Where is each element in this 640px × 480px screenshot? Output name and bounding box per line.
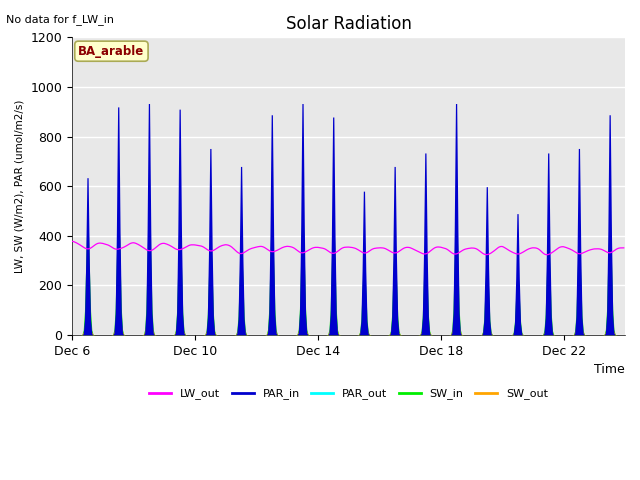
Text: No data for f_LW_in: No data for f_LW_in bbox=[6, 14, 115, 25]
Title: Solar Radiation: Solar Radiation bbox=[285, 15, 412, 33]
X-axis label: Time: Time bbox=[595, 363, 625, 376]
Y-axis label: LW, SW (W/m2), PAR (umol/m2/s): LW, SW (W/m2), PAR (umol/m2/s) bbox=[15, 99, 25, 273]
Text: BA_arable: BA_arable bbox=[78, 45, 145, 58]
Legend: LW_out, PAR_in, PAR_out, SW_in, SW_out: LW_out, PAR_in, PAR_out, SW_in, SW_out bbox=[145, 384, 552, 404]
